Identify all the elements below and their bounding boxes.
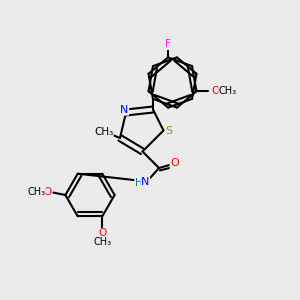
Text: CH₃: CH₃ <box>94 127 113 137</box>
Text: O: O <box>43 187 52 197</box>
Text: O: O <box>170 158 179 169</box>
Text: N: N <box>141 177 150 187</box>
Text: O: O <box>212 86 220 96</box>
Text: CH₃: CH₃ <box>219 86 237 96</box>
Text: CH₃: CH₃ <box>93 237 111 248</box>
Text: N: N <box>120 105 129 115</box>
Text: H: H <box>135 178 142 188</box>
Text: CH₃: CH₃ <box>27 187 45 197</box>
Text: F: F <box>165 40 171 50</box>
Text: S: S <box>165 125 172 136</box>
Text: O: O <box>98 228 106 239</box>
